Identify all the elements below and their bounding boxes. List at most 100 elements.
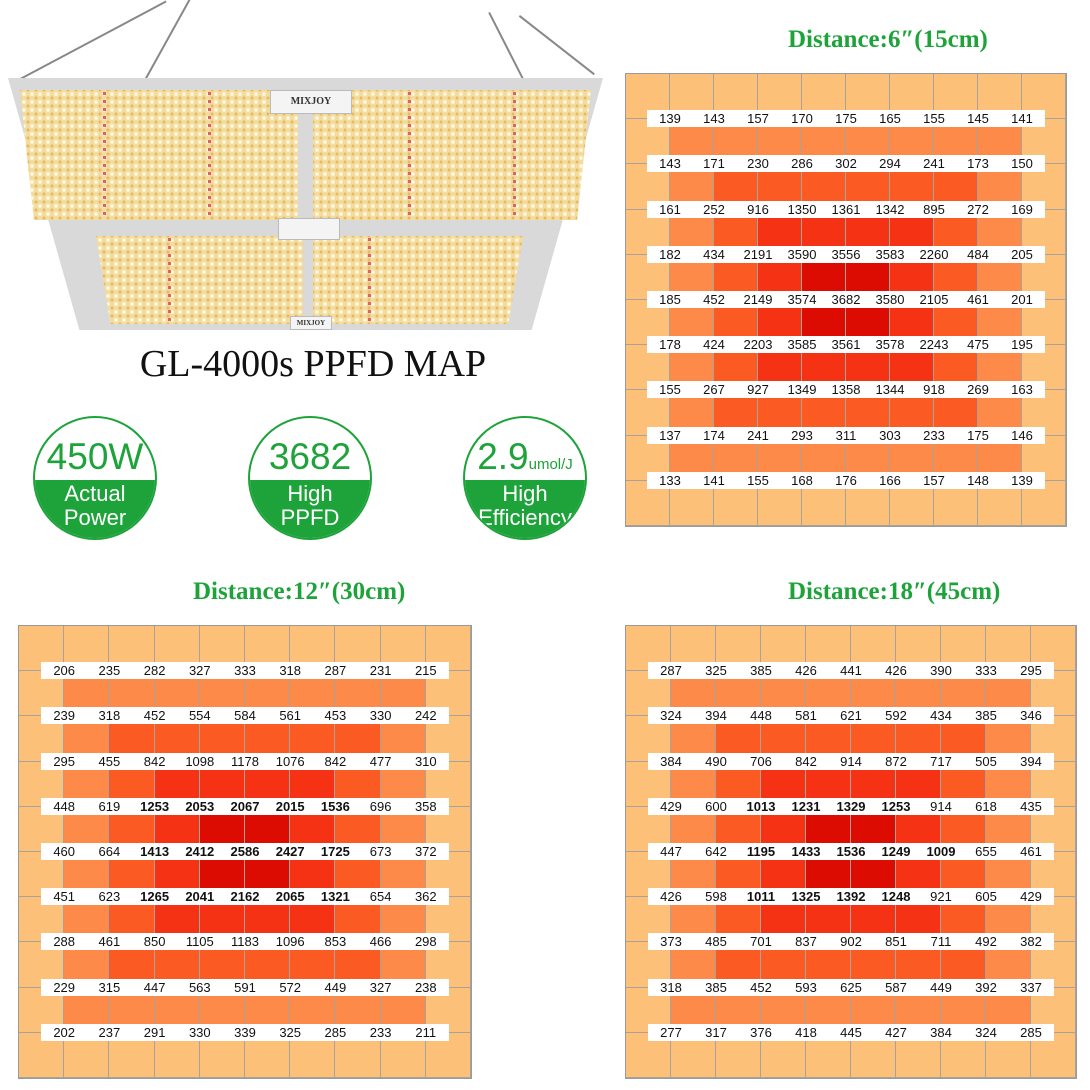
ppfd-value: 171 (691, 155, 737, 173)
ppfd-value: 1349 (779, 381, 825, 399)
ppfd-value: 1342 (867, 200, 913, 218)
ppfd-value: 914 (828, 752, 874, 770)
ppfd-value: 1321 (312, 888, 359, 906)
ppfd-value: 285 (1008, 1023, 1054, 1041)
ppfd-value: 242 (402, 707, 449, 725)
ppfd-value: 3585 (779, 336, 825, 354)
ppfd-value: 1344 (867, 381, 913, 399)
ppfd-value: 302 (823, 155, 869, 173)
ppfd-value: 165 (867, 110, 913, 128)
ppfd-value: 1076 (267, 752, 314, 770)
ppfd-value: 452 (691, 291, 737, 308)
ppfd-value: 201 (999, 291, 1045, 308)
red-led-strip (368, 238, 371, 322)
ppfd-value: 434 (918, 707, 964, 725)
ppfd-value: 1009 (918, 843, 964, 860)
hanging-wire (519, 15, 595, 75)
ppfd-value: 339 (222, 1023, 268, 1041)
badge-label: High (287, 481, 333, 506)
ppfd-value: 1098 (176, 752, 223, 770)
ppfd-value: 394 (1008, 752, 1054, 770)
ppfd-value: 238 (402, 978, 449, 996)
ppfd-value: 664 (86, 843, 133, 860)
ppfd-value: 170 (779, 110, 825, 128)
ppfd-value: 451 (41, 888, 88, 906)
ppfd-value: 1265 (131, 888, 178, 906)
ppfd-value: 318 (648, 978, 694, 996)
ppfd-value: 325 (693, 662, 739, 680)
ppfd-value: 372 (402, 843, 449, 860)
ppfd-value: 1361 (823, 200, 869, 218)
ppfd-value: 235 (86, 662, 133, 680)
ppfd-value: 3578 (867, 336, 913, 354)
ppfd-value: 141 (691, 471, 737, 489)
ppfd-value: 169 (999, 200, 1045, 218)
ppfd-value: 587 (873, 978, 919, 996)
ppfd-value: 298 (402, 933, 449, 951)
ppfd-value: 195 (999, 336, 1045, 354)
ppfd-value: 1253 (131, 797, 178, 815)
led-panel (313, 90, 591, 220)
ppfd-value: 2203 (735, 336, 781, 354)
led-panel (96, 236, 303, 324)
ppfd-value: 2065 (267, 888, 314, 906)
ppfd-value: 1253 (873, 797, 919, 815)
ppfd-value: 286 (779, 155, 825, 173)
ppfd-value: 133 (647, 471, 693, 489)
power-badge: 450W Actual Power (33, 416, 157, 540)
ppfd-value: 1249 (873, 843, 919, 860)
ppfd-value: 581 (783, 707, 829, 725)
ppfd-value: 842 (783, 752, 829, 770)
ppfd-value: 285 (312, 1023, 359, 1041)
ppfd-value: 337 (1008, 978, 1054, 996)
ppfd-value: 303 (867, 426, 913, 444)
ppfd-value: 696 (357, 797, 404, 815)
ppfd-value: 554 (176, 707, 223, 725)
ppfd-value: 277 (648, 1023, 694, 1041)
ppfd-value: 333 (963, 662, 1009, 680)
ppfd-value: 385 (738, 662, 784, 680)
ppfd-value: 241 (911, 155, 957, 173)
ppfd-value: 2243 (911, 336, 957, 354)
ppfd-value: 233 (911, 426, 957, 444)
ppfd-value: 426 (873, 662, 919, 680)
badge-label: Efficiency (478, 505, 572, 530)
ppfd-map-18in: 287 325 385 426 441 426 390 333 295 324 394 448 581 6… (625, 625, 1077, 1079)
ppfd-value: 157 (735, 110, 781, 128)
ppfd-value: 241 (735, 426, 781, 444)
ppfd-value: 1325 (783, 888, 829, 906)
ppfd-value: 282 (131, 662, 178, 680)
ppfd-value: 902 (828, 933, 874, 951)
ppfd-value: 287 (648, 662, 694, 680)
ppfd-value: 642 (693, 843, 739, 860)
badge-value: 3682 (268, 436, 352, 477)
red-led-strip (208, 92, 211, 217)
ppfd-value: 376 (738, 1023, 784, 1041)
red-led-strip (408, 92, 411, 217)
ppfd-value: 1183 (222, 933, 268, 951)
ppfd-value: 233 (357, 1023, 404, 1041)
ppfd-value: 618 (963, 797, 1009, 815)
efficiency-badge: 2.9umol/J High Efficiency (463, 416, 587, 540)
ppfd-value: 139 (999, 471, 1045, 489)
ppfd-value: 1105 (176, 933, 223, 951)
ppfd-value: 215 (402, 662, 449, 680)
ppfd-value: 2149 (735, 291, 781, 308)
badge-label: Actual (64, 481, 126, 506)
ppfd-value: 392 (963, 978, 1009, 996)
ppfd-value: 427 (873, 1023, 919, 1041)
ppfd-value: 654 (357, 888, 404, 906)
ppfd-value: 914 (918, 797, 964, 815)
ppfd-value: 842 (312, 752, 359, 770)
ppfd-value: 155 (911, 110, 957, 128)
ppfd-badge: 3682 High PPFD (248, 416, 372, 540)
ppfd-value: 161 (647, 200, 693, 218)
ppfd-value: 424 (691, 336, 737, 354)
ppfd-value: 701 (738, 933, 784, 951)
ppfd-value: 2105 (911, 291, 957, 308)
ppfd-value: 460 (41, 843, 88, 860)
ppfd-value: 2586 (222, 843, 268, 860)
ppfd-value: 318 (86, 707, 133, 725)
ppfd-value: 229 (41, 978, 88, 996)
ppfd-value: 1178 (222, 752, 268, 770)
